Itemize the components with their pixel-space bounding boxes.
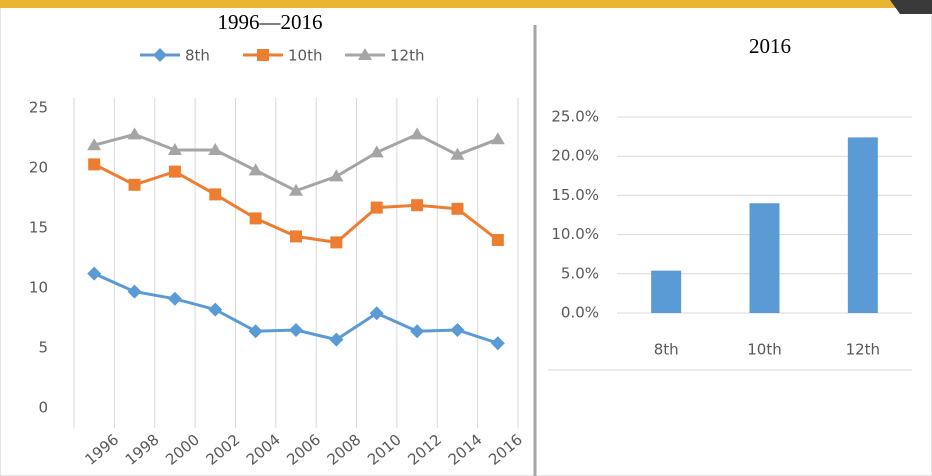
chart-title: 2016 [749,34,791,58]
marker [208,302,223,317]
legend-label: 10th [288,47,322,65]
marker [209,188,222,201]
marker [369,306,384,321]
marker [87,266,102,281]
chart-title: 1996—2016 [218,10,323,34]
marker [167,143,182,155]
marker [491,234,504,246]
y-tick-label: 15 [29,219,48,237]
marker [289,323,303,337]
y-tick-label: 0.0% [561,304,599,322]
marker [167,291,182,306]
marker [369,145,384,158]
y-tick-label: 20 [29,159,48,177]
marker [450,323,465,337]
marker [128,178,141,191]
y-tick-label: 5 [38,339,48,357]
corner-accent [890,0,932,14]
marker [248,324,263,339]
legend-label: 8th [185,47,210,65]
marker [329,169,344,182]
marker [248,163,263,176]
y-tick-label: 20.0% [551,147,599,165]
marker [490,336,505,351]
marker [329,332,344,347]
legend-label: 12th [390,47,424,65]
bar [847,137,878,313]
marker [450,147,465,160]
marker [289,183,303,196]
marker [127,284,142,299]
y-tick-label: 10.0% [551,225,599,243]
marker [290,230,302,243]
x-tick-label: 8th [654,341,679,359]
marker [257,49,269,61]
marker [410,324,425,339]
marker [249,212,262,225]
y-tick-label: 15.0% [551,186,599,204]
y-tick-label: 5.0% [561,264,599,282]
marker [490,132,505,145]
y-tick-label: 25 [29,99,48,117]
bar [651,270,682,313]
marker [358,48,372,60]
marker [168,165,181,178]
marker [208,143,223,155]
marker [153,48,167,62]
marker [411,199,424,212]
marker [330,236,343,249]
marker [451,202,464,215]
marker [410,127,425,140]
bar [749,203,780,313]
marker [87,138,102,151]
marker [127,127,142,140]
x-tick-label: 10th [747,341,781,359]
y-tick-label: 0 [38,399,48,417]
marker [370,201,383,214]
top-band [0,0,932,8]
y-tick-label: 10 [29,279,48,297]
y-tick-label: 25.0% [551,108,599,126]
x-tick-label: 12th [846,341,880,359]
marker [88,158,101,171]
